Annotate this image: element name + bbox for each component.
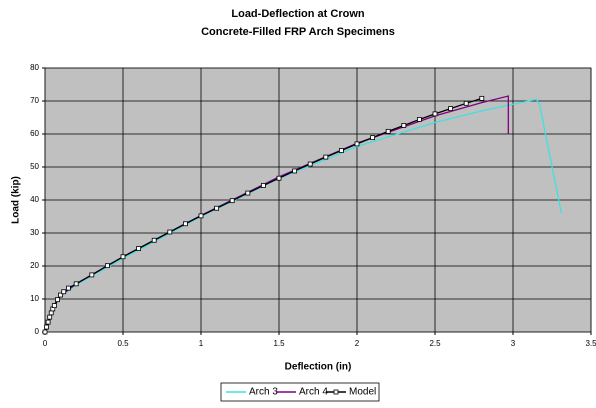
data-point	[198, 213, 204, 219]
data-point	[229, 198, 235, 204]
y-tick-label: 40	[30, 195, 39, 204]
legend-label: Arch 4	[299, 387, 328, 398]
y-axis-label: Load (kip)	[11, 176, 22, 224]
data-point	[276, 175, 282, 181]
data-point	[182, 221, 188, 227]
data-point	[401, 123, 407, 128]
data-point	[44, 324, 49, 330]
x-tick-label: 0.5	[117, 339, 129, 348]
y-tick-label: 70	[30, 96, 39, 105]
data-point	[323, 154, 329, 160]
data-point	[214, 205, 220, 211]
x-tick-label: 0	[43, 339, 48, 348]
y-tick-label: 30	[30, 228, 39, 237]
data-point	[51, 303, 57, 309]
data-point	[463, 100, 469, 106]
data-point	[45, 319, 51, 325]
x-tick-label: 1.5	[273, 339, 285, 348]
data-point	[245, 190, 251, 196]
legend-label: Model	[349, 387, 376, 398]
data-point	[58, 292, 63, 298]
data-point	[448, 106, 454, 111]
y-tick-label: 60	[30, 129, 39, 138]
y-tick-label: 50	[30, 162, 39, 171]
legend-marker	[333, 389, 339, 395]
data-point	[55, 297, 60, 303]
y-tick-label: 10	[30, 294, 39, 303]
chart-subtitle: Concrete-Filled FRP Arch Specimens	[201, 26, 395, 38]
y-tick-label: 0	[35, 327, 40, 336]
data-point	[89, 272, 95, 278]
x-tick-label: 3.5	[585, 339, 596, 348]
y-tick-label: 80	[30, 63, 39, 72]
y-tick-label: 20	[30, 261, 39, 270]
data-point	[42, 329, 48, 335]
legend-box	[220, 382, 380, 402]
x-tick-label: 2.5	[429, 339, 441, 348]
data-point	[385, 128, 391, 134]
data-point	[370, 135, 376, 141]
data-point	[151, 237, 157, 243]
x-axis-label: Deflection (in)	[285, 362, 352, 373]
data-point	[354, 141, 360, 147]
data-point	[47, 314, 53, 320]
data-point	[307, 161, 313, 167]
data-point	[338, 148, 344, 153]
data-point	[73, 281, 79, 287]
data-point	[432, 111, 438, 117]
data-point	[48, 310, 54, 316]
x-tick-label: 3	[511, 339, 516, 348]
data-point	[105, 263, 110, 269]
data-point	[260, 183, 266, 188]
legend-label: Arch 3	[249, 387, 278, 398]
x-tick-label: 1	[199, 339, 204, 348]
data-point	[416, 117, 422, 122]
data-point	[61, 289, 67, 295]
data-point	[136, 246, 142, 251]
data-point	[167, 229, 173, 235]
data-point	[66, 285, 71, 291]
data-point	[120, 254, 126, 260]
data-point	[292, 168, 298, 174]
x-tick-label: 2	[355, 339, 360, 348]
data-point	[479, 95, 485, 101]
chart-title: Load-Deflection at Crown	[231, 8, 365, 20]
